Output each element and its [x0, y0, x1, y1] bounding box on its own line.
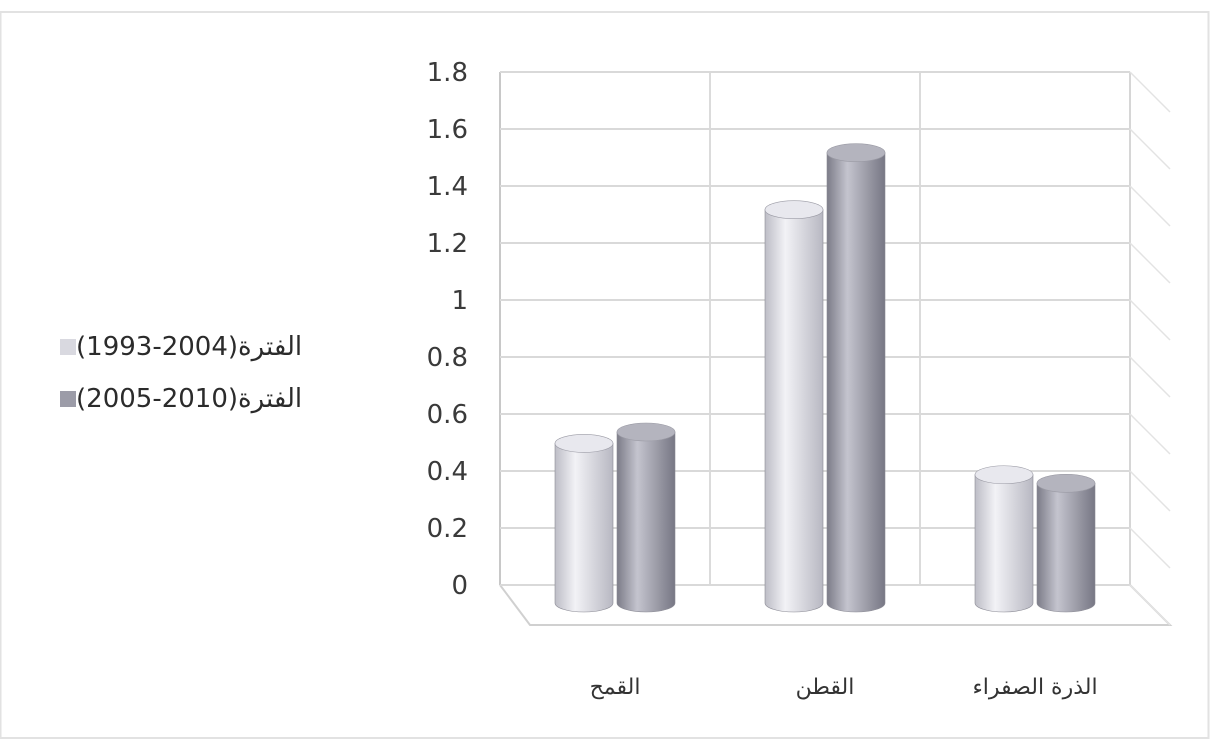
- legend-swatch: [60, 339, 76, 355]
- category-label: القمح: [590, 675, 641, 700]
- y-tick-label: 0.8: [427, 343, 468, 373]
- chart-border: [0, 11, 1210, 739]
- side-gridline: [1129, 584, 1171, 626]
- side-gridline: [1129, 71, 1171, 113]
- legend-swatch: [60, 391, 76, 407]
- bar-1-1: [554, 434, 614, 613]
- y-tick-label: 0.4: [427, 457, 468, 487]
- bar-1-2: [764, 200, 824, 613]
- side-gridline: [1129, 527, 1171, 569]
- legend-label: الفترة(2010-2005): [76, 384, 303, 414]
- category-label: القطن: [796, 675, 855, 700]
- x-axis: القمح القطن الذرة الصفراء: [590, 675, 1098, 700]
- side-gridline: [1129, 242, 1171, 284]
- y-tick-label: 1.2: [427, 229, 468, 259]
- legend-item-series-2: الفترة(2010-2005): [50, 382, 370, 416]
- side-gridline: [1129, 128, 1171, 170]
- bar-1-3: [974, 465, 1034, 613]
- bar-2-3: [1036, 473, 1096, 613]
- legend-label: الفترة(2004-1993): [76, 332, 303, 362]
- y-tick-label: 1.6: [427, 115, 468, 145]
- y-tick-label: 0.2: [427, 514, 468, 544]
- y-tick-label: 1.8: [427, 58, 468, 88]
- side-gridline: [1129, 413, 1171, 455]
- y-tick-label: 0.6: [427, 400, 468, 430]
- side-gridline: [1129, 356, 1171, 398]
- y-tick-label: 1.4: [427, 172, 468, 202]
- side-gridline: [1129, 470, 1171, 512]
- bar-2-2: [826, 143, 886, 613]
- legend-item-series-1: الفترة(2004-1993): [50, 330, 370, 364]
- category-label: الذرة الصفراء: [972, 675, 1097, 700]
- legend: الفترة(2004-1993) الفترة(2010-2005): [50, 330, 370, 434]
- bar-2-1: [616, 422, 676, 613]
- side-gridline: [1129, 299, 1171, 341]
- y-axis: 0 0.2 0.4 0.6 0.8 1 1.2 1.4 1.6 1.8: [427, 58, 468, 601]
- bars: [554, 143, 1096, 613]
- y-tick-label: 0: [451, 571, 468, 601]
- side-gridline: [1129, 185, 1171, 227]
- y-tick-label: 1: [451, 286, 468, 316]
